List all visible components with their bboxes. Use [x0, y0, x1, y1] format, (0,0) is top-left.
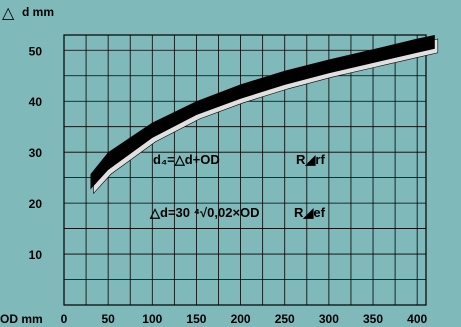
formula-2-text: △d=30 ⁴√0,02×OD [149, 205, 260, 220]
formula-1-text: d₄=△d+OD [153, 152, 220, 167]
x-tick-label: 350 [363, 312, 383, 326]
y-tick-label: 20 [29, 197, 43, 211]
formula-1-tag: R◢rf [296, 152, 325, 167]
band [90, 35, 439, 195]
y-tick-label: 10 [29, 248, 43, 262]
x-tick-label: 200 [231, 312, 251, 326]
band-fill [90, 35, 435, 190]
x-tick-label: 50 [101, 312, 115, 326]
x-tick-label: 150 [186, 312, 206, 326]
y-tick-label: 30 [29, 146, 43, 160]
x-tick-label: 300 [319, 312, 339, 326]
formula-1: d₄=△d+OD R◢rf [153, 152, 325, 167]
y-axis-label: d mm [22, 5, 54, 19]
x-tick-label: 100 [142, 312, 162, 326]
x-tick-label: 250 [275, 312, 295, 326]
formula-2: △d=30 ⁴√0,02×OD R◢ef [149, 205, 326, 220]
y-tick-label: 50 [29, 44, 43, 58]
y-tick-labels: 10 20 30 40 50 [29, 44, 43, 262]
x-tick-label: 400 [407, 312, 427, 326]
x-tick-label: 0 [61, 312, 68, 326]
y-axis-symbol: △ [2, 5, 15, 22]
x-tick-labels: 0 50 100 150 200 250 300 350 400 [61, 312, 428, 326]
y-tick-label: 40 [29, 95, 43, 109]
formula-2-tag: R◢ef [294, 205, 326, 220]
x-axis-label: OD mm [0, 312, 43, 326]
